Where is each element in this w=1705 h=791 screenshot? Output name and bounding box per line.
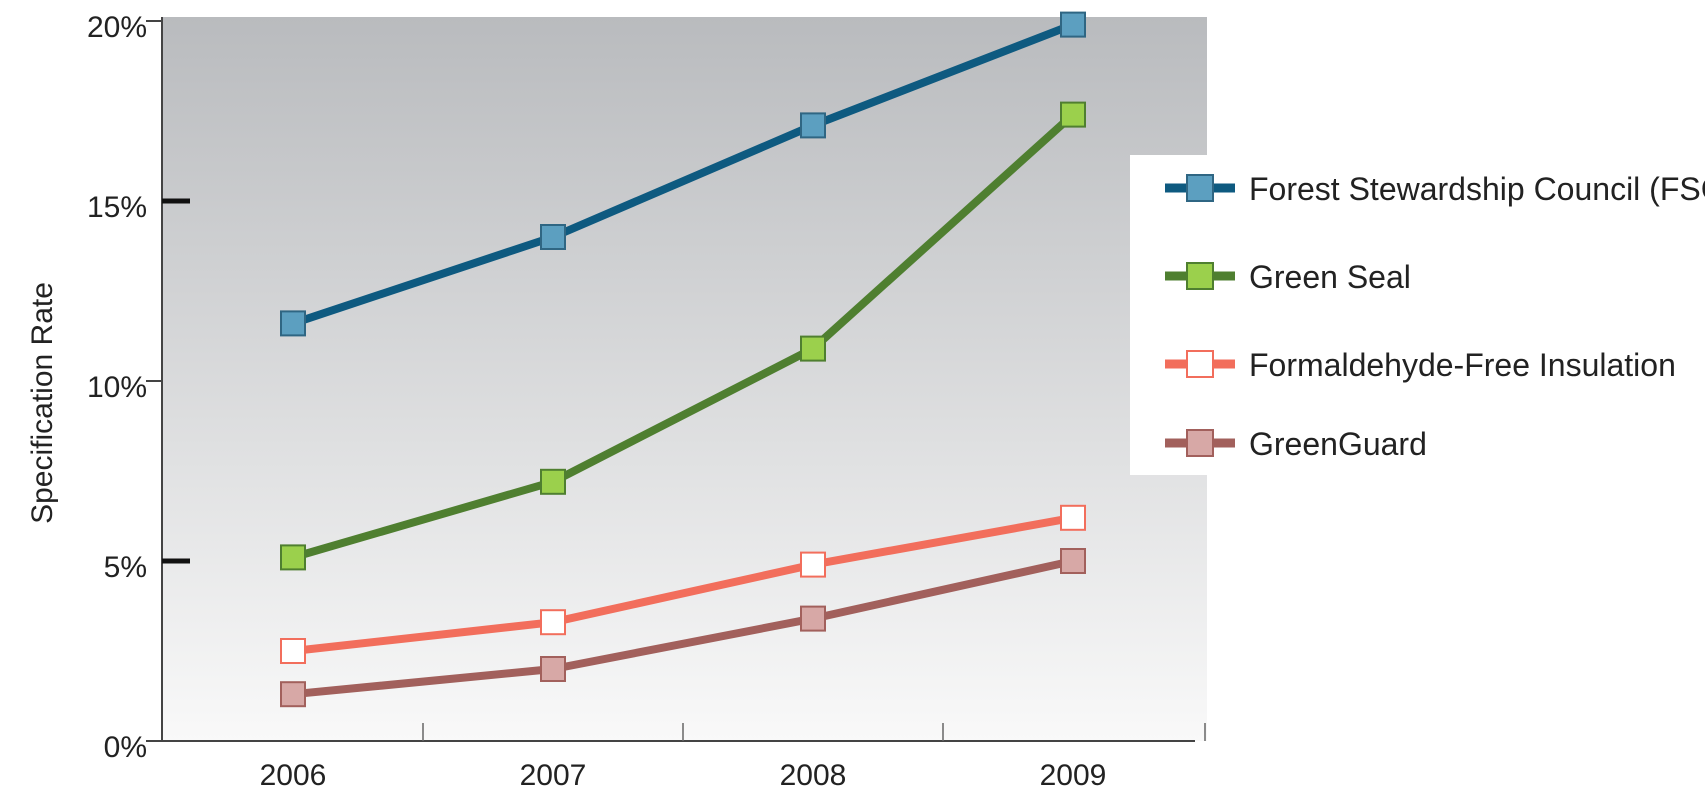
data-point [280, 310, 306, 337]
y-tick-label: 10% [87, 371, 147, 404]
series-markers [280, 11, 1086, 708]
series-lines [289, 20, 1077, 699]
legend-swatch-marker [1186, 429, 1214, 457]
data-point [800, 551, 826, 578]
legend-swatch-marker [1186, 350, 1214, 378]
data-point [800, 605, 826, 632]
legend: Forest Stewardship Council (FSC) Green Se… [1165, 171, 1705, 462]
data-point [1060, 101, 1086, 128]
y-axis-label: Specification Rate [26, 282, 59, 524]
legend-box [1130, 155, 1705, 475]
series-line [289, 110, 1077, 562]
data-point [1060, 11, 1086, 38]
y-tick-label: 0% [104, 731, 147, 764]
y-tick-label: 5% [104, 551, 147, 584]
series-line [289, 557, 1077, 699]
y-tick-label: 15% [87, 191, 147, 224]
data-point [540, 656, 566, 682]
data-point [540, 609, 566, 636]
data-point [280, 638, 306, 664]
series-line [289, 513, 1077, 655]
data-point [540, 224, 566, 250]
x-tick-label: 2008 [780, 759, 847, 791]
data-point [800, 335, 826, 362]
data-point [1060, 548, 1086, 574]
data-point [540, 468, 566, 495]
legend-swatch-marker [1186, 262, 1214, 290]
legend-label: Forest Stewardship Council (FSC) [1249, 171, 1705, 207]
series-line [289, 20, 1077, 328]
data-point [800, 112, 826, 139]
x-tick-label: 2009 [1040, 759, 1107, 791]
data-point [280, 544, 306, 571]
axes: 0% 5% 10% 15% 20% 2006 2007 2008 2009 [87, 11, 1206, 791]
plot-background [162, 17, 1207, 741]
x-tick-label: 2006 [260, 759, 327, 791]
x-tick-label: 2007 [520, 759, 587, 791]
legend-label: GreenGuard [1249, 426, 1427, 462]
legend-label: Formaldehyde-Free Insulation [1249, 347, 1676, 383]
data-point [1060, 504, 1086, 531]
y-tick-label: 20% [87, 11, 147, 44]
legend-swatch-marker [1186, 174, 1214, 202]
legend-label: Green Seal [1249, 259, 1411, 295]
data-point [280, 681, 306, 708]
